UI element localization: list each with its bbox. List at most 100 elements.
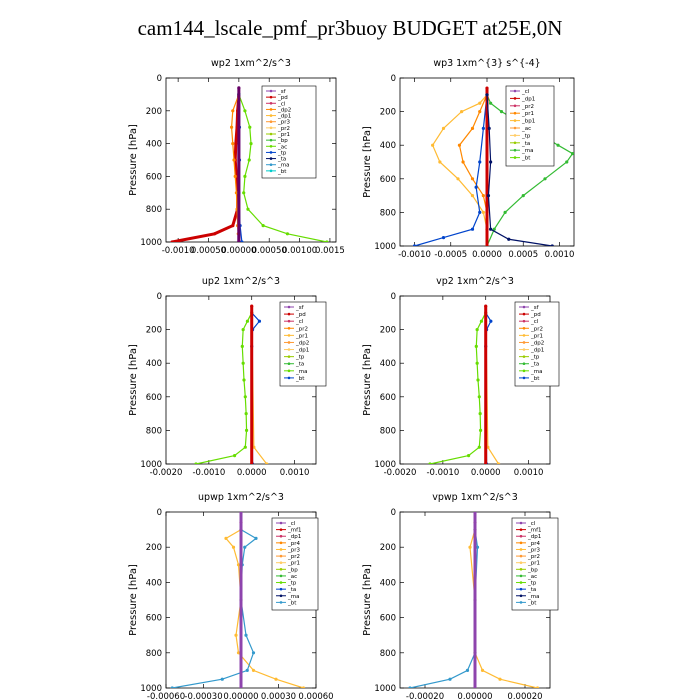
series-point_tp: [254, 536, 258, 541]
x-tick-label: 0.0015: [315, 246, 345, 256]
legend-marker: [519, 561, 523, 564]
y-axis-label: Pressure [hPa]: [128, 564, 139, 636]
legend-entry: _ta: [530, 362, 539, 368]
x-tick-label: 0.00000: [223, 692, 258, 700]
legend-entry: _ma: [521, 148, 533, 154]
series-group: [170, 512, 306, 688]
y-tick-label: 200: [380, 543, 396, 553]
legend-entry: _bp: [277, 138, 288, 144]
legend-entry: _ta: [527, 587, 536, 593]
legend-marker: [519, 601, 523, 604]
series-point_dp2: [231, 142, 235, 146]
legend-marker: [269, 157, 273, 160]
series-point_pr2: [251, 668, 256, 673]
y-tick-label: 600: [380, 393, 396, 403]
series-point_pr1: [243, 445, 247, 449]
legend-marker: [269, 89, 273, 93]
series-point_tp: [475, 545, 480, 549]
series-point_pr1: [241, 361, 245, 365]
series-point_cl: [484, 304, 488, 308]
legend-entry: _bp: [287, 567, 298, 573]
series-point_tp: [220, 677, 224, 681]
legend-entry: _pd: [530, 312, 541, 318]
y-tick-label: 800: [380, 426, 396, 436]
legend-entry: _dp2: [277, 107, 291, 113]
y-tick-label: 1000: [374, 242, 396, 252]
legend-entry: _cl: [530, 319, 539, 325]
x-tick-label: -0.00060: [147, 692, 185, 700]
legend-marker: [513, 97, 517, 100]
legend-marker: [519, 594, 523, 598]
legend-marker: [279, 581, 283, 584]
legend-marker: [279, 554, 283, 558]
series-point_tp: [240, 240, 244, 242]
legend-entry: _pr2: [530, 326, 543, 332]
legend-entry: _pr2: [287, 554, 300, 560]
series-point_tp: [412, 244, 417, 246]
series-point_pr1: [246, 207, 250, 211]
y-tick-label: 1000: [140, 238, 162, 248]
chart-title: upwp 1xm^2/s^3: [198, 492, 284, 503]
legend-marker: [522, 305, 526, 309]
legend-entry: _pr4: [527, 541, 541, 547]
series-point_pr2: [480, 668, 485, 673]
legend-entry: _ta: [287, 587, 296, 593]
legend-marker: [287, 305, 291, 309]
legend-marker: [519, 528, 523, 531]
y-tick-label: 1000: [140, 684, 162, 694]
x-tick-label: 0.00000: [457, 692, 492, 700]
series-point_pr2: [236, 563, 241, 567]
legend-marker: [287, 326, 291, 330]
series-point_pr1: [241, 328, 245, 332]
series-point_dp2: [231, 109, 235, 113]
legend-entry: _dp1: [530, 348, 544, 354]
legend-entry: _pr3: [287, 547, 301, 553]
y-tick-label: 400: [146, 578, 162, 588]
chart-panel-2: wp3 1xm^{3} s^{-4} Pressure [hPa] 0 200 400 6…: [362, 58, 575, 260]
series-point_dp2: [229, 125, 234, 129]
x-tick-label: -0.0010: [162, 246, 195, 256]
legend-entry: _sf: [295, 305, 305, 311]
series-point_pr2: [224, 536, 228, 541]
y-tick-label: 800: [146, 649, 162, 659]
x-tick-label: 0.0000: [471, 468, 501, 478]
series-line_pr2: [251, 312, 268, 464]
legend-entry: _ta: [521, 141, 530, 147]
x-tick-label: -0.0010: [192, 468, 225, 478]
series-point_pr1: [242, 191, 246, 195]
series-point_ac: [543, 177, 547, 181]
legend-entry: _ma: [287, 594, 299, 600]
legend-entry: _ma: [530, 369, 542, 375]
y-tick-label: 800: [146, 205, 162, 215]
series-point_tp: [489, 319, 493, 323]
legend-marker: [522, 369, 526, 373]
legend-marker: [269, 95, 273, 99]
legend-entry: _dp2: [530, 340, 544, 346]
series-point_mf1: [473, 686, 477, 688]
y-tick-label: 800: [380, 649, 396, 659]
x-tick-label: 0.0010: [545, 250, 575, 260]
series-point_pr1: [479, 319, 484, 323]
series-line_pr2: [225, 529, 304, 688]
legend-entry: _pr2: [277, 126, 290, 132]
legend-marker: [269, 126, 273, 130]
series-point_pr1: [477, 395, 481, 399]
series-point_tp: [478, 210, 482, 214]
legend-marker: [519, 574, 523, 578]
series-point_tp: [251, 651, 256, 655]
y-tick-label: 1000: [374, 684, 396, 694]
legend-marker: [279, 541, 283, 545]
legend-entry: _bp1: [521, 119, 535, 125]
legend-marker: [279, 548, 283, 551]
legend-entry: _pr2: [295, 326, 308, 332]
legend-marker: [287, 369, 291, 373]
legend-entry: _tp: [287, 581, 297, 587]
series-point_tp: [465, 668, 470, 673]
legend-marker: [287, 376, 291, 380]
series-point_dp2: [234, 191, 239, 195]
series-point_pr2: [456, 177, 460, 181]
series-line_ac: [486, 94, 574, 246]
y-tick-label: 0: [391, 74, 396, 84]
series-point_ac: [503, 210, 507, 214]
y-tick-label: 200: [380, 108, 396, 118]
